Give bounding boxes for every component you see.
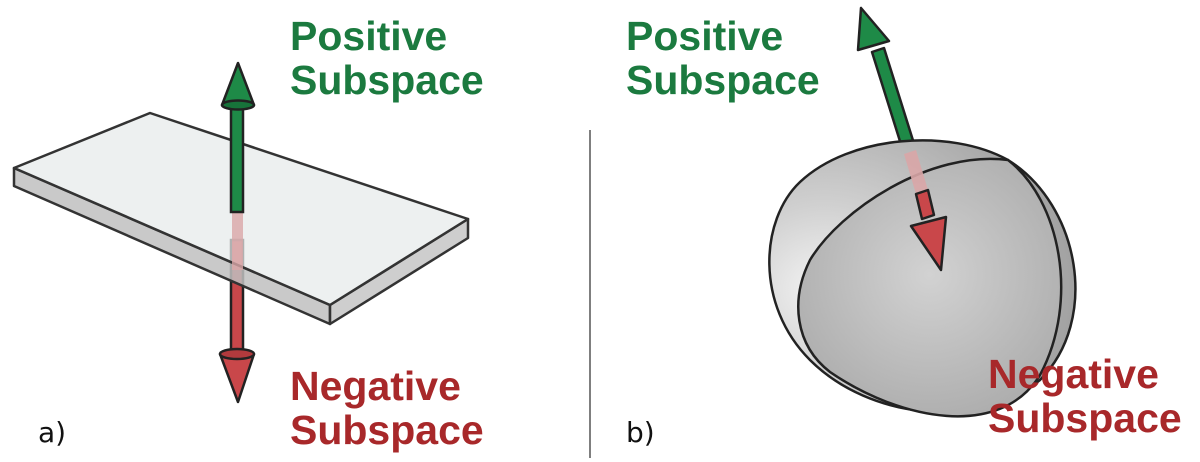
positive-label-line1: Positive	[290, 13, 448, 59]
normal-arrow-positive	[856, 6, 918, 156]
positive-subspace-label-b: Positive Subspace	[626, 14, 820, 102]
panel-b	[768, 6, 1077, 418]
hemisphere	[768, 139, 1077, 418]
negative-label-line1: Negative	[290, 363, 461, 409]
normal-arrow-positive	[220, 61, 256, 214]
panel-label-b: b)	[626, 416, 655, 449]
panel-label-a: a)	[38, 416, 67, 449]
negative-label-line1: Negative	[988, 351, 1159, 397]
negative-label-line2: Subspace	[290, 407, 484, 453]
positive-label-line2: Subspace	[626, 57, 820, 103]
negative-label-line2: Subspace	[988, 395, 1182, 441]
panel-a	[12, 61, 470, 404]
arrow-through-surface	[904, 150, 928, 194]
negative-subspace-label-b: Negative Subspace	[988, 352, 1182, 440]
arrow-through-plane	[232, 210, 243, 270]
normal-arrow-negative	[909, 188, 948, 272]
positive-label-line1: Positive	[626, 13, 784, 59]
positive-subspace-label-a: Positive Subspace	[290, 14, 484, 102]
negative-subspace-label-a: Negative Subspace	[290, 364, 484, 452]
positive-label-line2: Subspace	[290, 57, 484, 103]
